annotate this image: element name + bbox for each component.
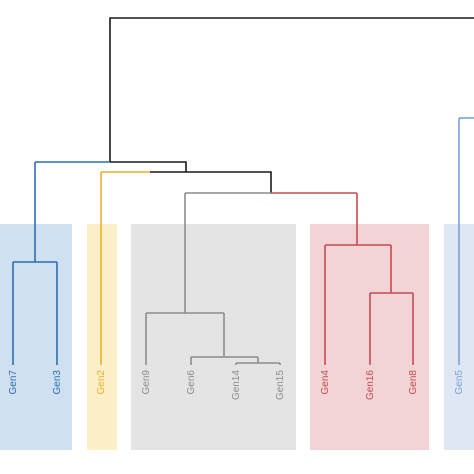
leaf-label-gen6: Gen6: [186, 370, 197, 395]
gray-cluster-links: [145, 192, 281, 365]
root-top-link: [109, 17, 474, 162]
root-mid-link: [110, 161, 187, 172]
leaf-label-gen5: Gen5: [454, 370, 465, 395]
lightblue-cluster-links: [458, 117, 474, 365]
leaf-label-gen9: Gen9: [141, 370, 152, 395]
leaf-label-gen14: Gen14: [231, 370, 242, 400]
cluster-box-gray: [131, 224, 296, 450]
root-links: [109, 17, 474, 193]
leaf-label-gen15: Gen15: [275, 370, 286, 400]
leaf-label-gen2: Gen2: [96, 370, 107, 395]
leaf-labels: Gen7 Gen3 Gen2 Gen9 Gen6 Gen14 Gen15 Gen…: [8, 370, 465, 400]
yellow-cluster-links: [100, 171, 150, 365]
cluster-box-blue: [0, 224, 72, 450]
leaf-label-gen4: Gen4: [320, 370, 331, 395]
leaf-label-gen8: Gen8: [408, 370, 419, 395]
leaf-label-gen16: Gen16: [365, 370, 376, 400]
root-lower-link: [150, 171, 272, 193]
cluster-box-yellow: [87, 224, 117, 450]
red-cluster-links: [271, 192, 414, 365]
leaf-label-gen7: Gen7: [8, 370, 19, 395]
blue-cluster-links: [12, 161, 110, 365]
leaf-label-gen3: Gen3: [52, 370, 63, 395]
